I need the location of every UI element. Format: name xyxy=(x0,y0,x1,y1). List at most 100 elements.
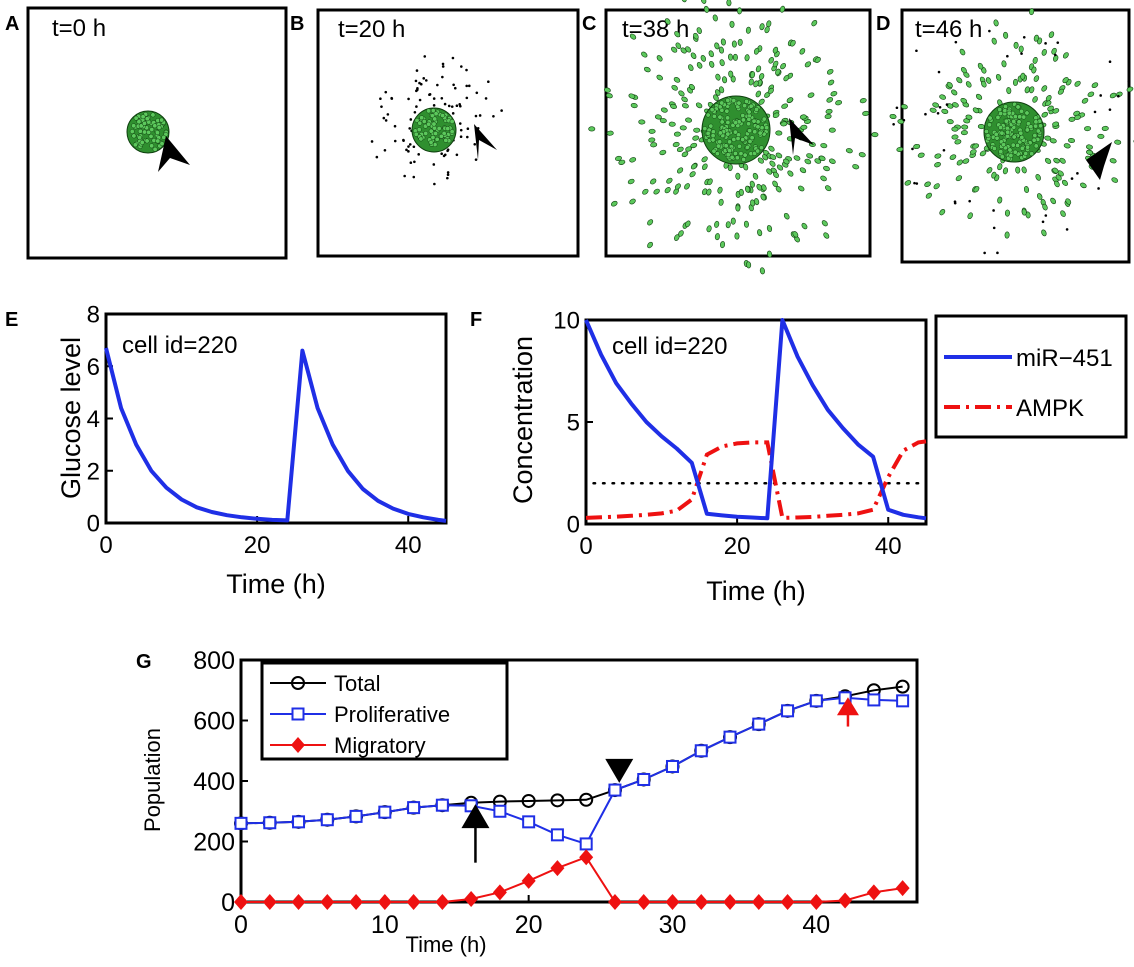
migrating-cell xyxy=(858,152,866,158)
migrating-cell xyxy=(1041,111,1049,118)
panel-letter-G: G xyxy=(136,651,152,673)
tumor-cell xyxy=(998,111,1004,117)
migrating-cell xyxy=(465,68,468,72)
migrating-cell xyxy=(720,38,726,46)
migrating-cell xyxy=(408,127,412,130)
migrating-cell xyxy=(965,114,973,120)
migrating-cell xyxy=(1006,87,1012,95)
migrating-cell xyxy=(1101,125,1109,131)
point-migratory xyxy=(406,894,421,910)
migrating-cell xyxy=(441,62,445,66)
tumor-cell xyxy=(746,109,752,115)
migrating-cell xyxy=(826,97,834,103)
tumor-cell xyxy=(755,124,761,130)
y-tick-label-E: 6 xyxy=(87,354,100,381)
tumor-cell xyxy=(146,129,152,135)
migrating-cell xyxy=(432,97,436,100)
x-axis-label-G: Time (h) xyxy=(405,932,486,957)
migrating-cell xyxy=(821,220,828,227)
tumor-cell xyxy=(431,121,437,127)
migrating-cell xyxy=(757,157,764,164)
migrating-cell xyxy=(1033,75,1040,82)
migrating-cell xyxy=(628,93,636,99)
migrating-cell xyxy=(460,65,463,68)
tumor-cell xyxy=(752,129,758,135)
migrating-cell xyxy=(985,77,992,84)
tumor-cell xyxy=(742,103,748,109)
migrating-cell xyxy=(424,79,428,82)
migrating-cell xyxy=(759,267,765,275)
tumor-cell xyxy=(757,130,763,136)
x-axis-label-E: Time (h) xyxy=(226,569,326,599)
migrating-cell xyxy=(440,96,444,100)
tumor-cell xyxy=(1028,124,1034,130)
migrating-cell xyxy=(783,158,790,165)
y-tick-label-E: 8 xyxy=(87,302,100,329)
migrating-cell xyxy=(648,128,656,134)
tumor-cell xyxy=(747,138,753,144)
migrating-cell xyxy=(690,142,698,149)
migrating-cell xyxy=(1111,177,1119,183)
dead-cell xyxy=(1117,94,1120,98)
dead-cell xyxy=(945,103,949,106)
point-proliferative xyxy=(435,798,449,812)
tumor-cell xyxy=(150,112,156,118)
migrating-cell xyxy=(409,118,413,121)
migrating-cell xyxy=(826,68,834,75)
dead-cell xyxy=(1056,41,1060,44)
dead-cell xyxy=(913,181,916,185)
migrating-cell xyxy=(630,102,638,109)
migrating-cell xyxy=(690,163,698,170)
simulation-frame-B xyxy=(316,8,580,258)
migrating-cell xyxy=(1057,88,1065,95)
migrating-cell xyxy=(446,176,449,180)
migrating-cell xyxy=(997,163,1003,171)
arrowhead-marker-A-icon xyxy=(158,136,190,172)
tumor-cell xyxy=(138,123,144,129)
migrating-cell xyxy=(684,183,690,190)
tumor-cell xyxy=(417,120,423,126)
tumor-cells-D xyxy=(889,8,1134,255)
migrating-cell xyxy=(383,148,387,152)
point-total xyxy=(550,793,565,808)
tumor-cell xyxy=(148,133,154,139)
migrating-cell xyxy=(744,54,750,62)
x-tick-label-F: 40 xyxy=(875,533,902,560)
migrating-cell xyxy=(766,168,773,175)
migrating-cell xyxy=(783,212,790,220)
migrating-cell xyxy=(668,121,676,127)
x-tick-label-E: 20 xyxy=(244,532,271,559)
migrating-cell xyxy=(1086,144,1093,150)
migrating-cell xyxy=(748,78,754,86)
migrating-cell xyxy=(627,178,635,185)
dead-cell xyxy=(911,147,914,151)
point-proliferative xyxy=(320,813,334,827)
migrating-cell xyxy=(939,208,946,216)
migrating-cell xyxy=(764,26,770,34)
tumor-cell xyxy=(993,131,999,137)
chart-E: 0 20 40 0 2 4 6 8 cell id=220 Time (h) Glucose lev… xyxy=(56,302,448,599)
point-migratory xyxy=(751,894,766,910)
tumor-cell xyxy=(999,154,1005,160)
point-migratory xyxy=(435,894,450,910)
migrating-cell xyxy=(1001,60,1007,68)
tumor-cell xyxy=(152,146,158,152)
tumor-cell xyxy=(1006,110,1012,116)
migrating-cell xyxy=(717,186,723,194)
point-migratory xyxy=(579,849,594,866)
dead-cell xyxy=(1099,94,1102,97)
arrowhead-marker-B-icon xyxy=(474,124,497,160)
tumor-cell xyxy=(428,128,434,134)
tumor-cell xyxy=(705,112,711,118)
migrating-cell xyxy=(677,167,684,174)
migrating-cell xyxy=(1044,157,1052,164)
point-proliferative xyxy=(349,809,363,823)
point-proliferative xyxy=(263,816,277,830)
migrating-cell xyxy=(1012,78,1018,86)
tumor-cell xyxy=(749,135,755,141)
dead-cell xyxy=(937,70,941,74)
migrating-cell xyxy=(1025,211,1031,219)
point-migratory xyxy=(866,884,881,901)
migrating-cell xyxy=(405,148,408,152)
tumor-cells-A xyxy=(126,110,170,154)
